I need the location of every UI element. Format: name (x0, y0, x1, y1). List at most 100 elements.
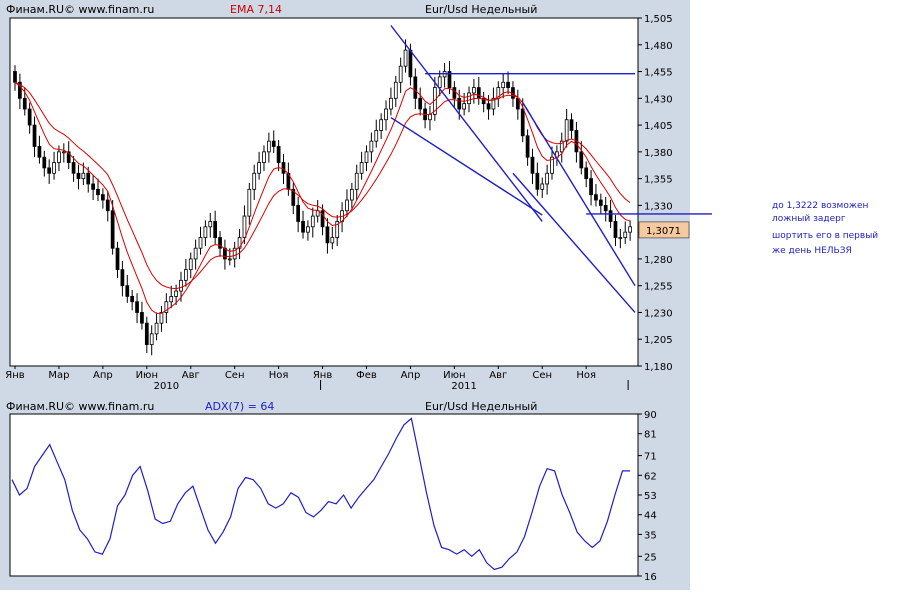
candle-body (393, 81, 398, 99)
adx-tick-label: 35 (644, 530, 657, 541)
candle-body (545, 172, 549, 185)
candles (13, 39, 632, 356)
time-tick-label: Сен (532, 370, 552, 381)
trend-line[interactable] (390, 116, 543, 216)
candle-body (281, 162, 286, 174)
candle-body (330, 237, 335, 244)
candle-body (213, 221, 218, 238)
adx-series (11, 417, 630, 571)
candle-body (140, 312, 144, 324)
note-line-4: же день НЕЛЬЗЯ (772, 246, 852, 256)
time-tick-label: Мар (48, 370, 69, 381)
candle-body (579, 151, 584, 169)
candle-body (452, 87, 457, 99)
candle-body (174, 290, 178, 297)
candle-body (101, 194, 105, 201)
candle-body (76, 172, 81, 180)
candle-body (310, 215, 315, 228)
note-line-2: ложный задерг (772, 214, 846, 224)
candle-body (564, 119, 569, 142)
time-tick-label: Янв (5, 370, 24, 381)
candle-body (472, 87, 476, 94)
candle-body (47, 167, 52, 174)
candle-body (413, 76, 418, 99)
candle-body (242, 215, 247, 238)
candle-body (198, 237, 203, 249)
candle-body (208, 221, 213, 228)
candle-body (506, 81, 510, 89)
price-tick-label: 1,505 (644, 14, 673, 25)
candle-body (257, 162, 261, 174)
last-price-box (638, 221, 690, 239)
candle-body (437, 76, 442, 89)
candle-body (81, 172, 86, 180)
trend-lines[interactable] (390, 25, 712, 313)
adx-tick-label: 53 (644, 491, 657, 502)
candle-body (266, 140, 271, 153)
candle-body (374, 130, 379, 142)
candle-body (608, 210, 613, 222)
candle-body (96, 188, 100, 196)
candle-body (408, 49, 413, 78)
note-line-3: шортить его в первый (772, 231, 878, 241)
candle-body (37, 146, 42, 158)
last-price-label: 1,3071 (646, 226, 681, 237)
time-tick-label: Авг (182, 370, 200, 381)
candle-body (52, 162, 56, 174)
candle-body (169, 295, 174, 303)
candle-body (462, 103, 466, 110)
candle-body (550, 156, 554, 174)
candle-body (115, 247, 120, 271)
candle-body (232, 247, 237, 260)
time-tick-label: Ноя (269, 370, 289, 381)
candle-body (125, 285, 130, 297)
price-tick-label: 1,180 (644, 362, 673, 373)
candle-body (418, 97, 423, 110)
candle-body (22, 97, 27, 110)
candle-body (32, 124, 37, 147)
adx-tick-label: 16 (644, 572, 657, 583)
candle-body (349, 188, 354, 201)
last-price-marker: 1,3071 (638, 221, 690, 239)
adx-plot-area (9, 413, 639, 577)
candle-body (345, 199, 349, 212)
candle-body (193, 247, 198, 260)
candle-body (369, 140, 374, 153)
candle-body (13, 71, 17, 83)
candle-body (247, 188, 252, 217)
candle-body (398, 65, 403, 83)
trend-line[interactable] (512, 172, 636, 313)
candle-body (291, 188, 296, 206)
trend-line[interactable] (522, 102, 636, 287)
candle-body (520, 108, 525, 137)
candle-body (61, 151, 66, 154)
candle-body (403, 49, 408, 67)
candle-body (598, 199, 603, 206)
price-tick-label: 1,430 (644, 94, 673, 105)
candle-body (384, 108, 388, 121)
year-label: 2010 (154, 381, 179, 392)
price-tick-label: 1,480 (644, 41, 673, 52)
price-tick-label: 1,355 (644, 175, 673, 186)
time-tick-label: Июн (136, 370, 158, 381)
time-tick-label: Апр (401, 370, 421, 381)
price-tick-label: 1,405 (644, 121, 673, 132)
candle-body (525, 135, 530, 158)
candle-body (135, 301, 139, 313)
candle-body (71, 162, 76, 174)
candle-body (218, 237, 222, 249)
candle-body (227, 258, 232, 261)
candle-body (603, 204, 608, 212)
candle-body (159, 312, 164, 324)
candle-body (301, 221, 305, 233)
adx-tick-label: 81 (644, 430, 657, 441)
candle-body (481, 97, 486, 105)
price-tick-label: 1,205 (644, 335, 673, 346)
trend-line[interactable] (390, 25, 543, 222)
candle-body (628, 226, 632, 233)
candle-body (569, 119, 574, 131)
candle-body (262, 151, 266, 163)
candle-body (42, 156, 47, 169)
candle-body (306, 226, 310, 233)
candle-body (584, 167, 589, 180)
